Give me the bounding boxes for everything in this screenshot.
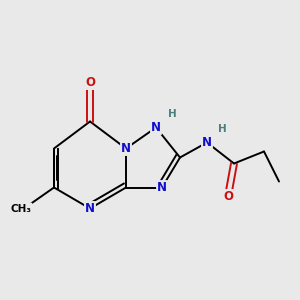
Text: CH₃: CH₃ — [11, 203, 32, 214]
Text: O: O — [85, 76, 95, 89]
Text: O: O — [223, 190, 233, 203]
Text: N: N — [202, 136, 212, 149]
Text: H: H — [168, 109, 177, 119]
Text: N: N — [121, 142, 131, 155]
Text: N: N — [157, 181, 167, 194]
Text: N: N — [151, 121, 161, 134]
Text: N: N — [85, 202, 95, 215]
Text: H: H — [218, 124, 226, 134]
